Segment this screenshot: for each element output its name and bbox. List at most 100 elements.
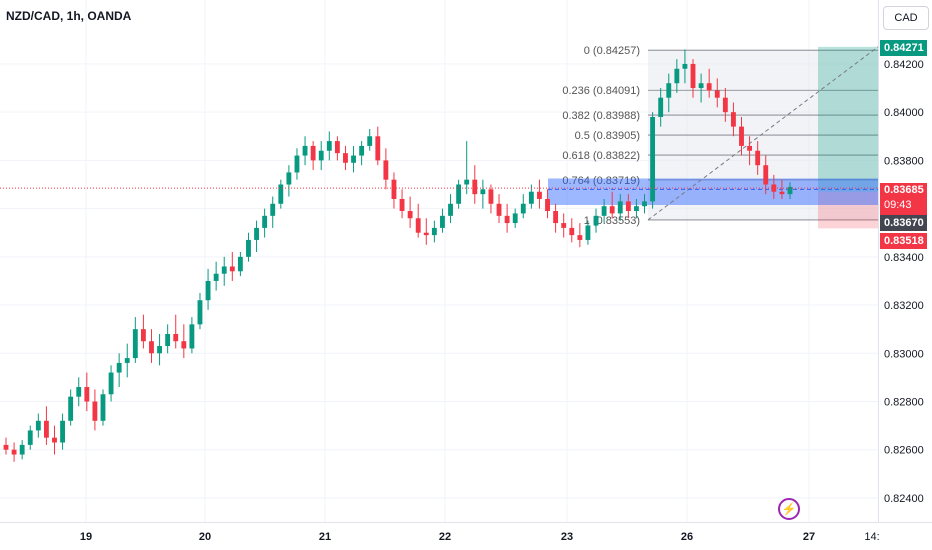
candle-body xyxy=(674,68,680,84)
candle-body xyxy=(124,358,130,363)
candle-body xyxy=(359,145,365,156)
candle-body xyxy=(11,449,17,455)
candle-body xyxy=(43,420,49,438)
candle-body xyxy=(351,155,356,163)
candle-body xyxy=(181,341,187,349)
symbol-title[interactable]: NZD/CAD, 1h, OANDA xyxy=(6,9,132,23)
time-axis-separator xyxy=(0,522,932,523)
price-axis-separator xyxy=(878,0,879,522)
candle-body xyxy=(294,155,300,173)
candle-body xyxy=(625,201,631,212)
current-price-badge: 0.83685 09:43 xyxy=(880,183,927,215)
candle-body xyxy=(262,215,268,228)
candle-body xyxy=(116,362,122,373)
candle-body xyxy=(577,235,583,240)
price-axis: 0.842000.840000.838000.836000.834000.832… xyxy=(884,59,924,505)
candle-body xyxy=(27,430,33,445)
candle-body xyxy=(472,179,478,195)
time-tick-label: 22 xyxy=(439,531,451,543)
candle-body xyxy=(480,189,486,195)
time-tick-label: 21 xyxy=(319,531,331,543)
entry-price-badge: 0.83670 xyxy=(880,215,927,231)
candle-body xyxy=(132,329,138,359)
candle-body xyxy=(593,215,599,226)
candle-body xyxy=(496,203,502,216)
candle-body xyxy=(84,387,90,402)
candle-body xyxy=(383,160,389,180)
candle-body xyxy=(456,184,462,204)
candle-body xyxy=(690,63,696,89)
candles xyxy=(3,49,793,462)
candle-body xyxy=(52,437,57,443)
candle-body xyxy=(205,280,211,301)
price-tick-label: 0.82600 xyxy=(884,445,924,457)
fib-level-label: 0.382 (0.83988) xyxy=(562,110,640,122)
candle-body xyxy=(367,136,373,146)
candle-body xyxy=(326,141,332,151)
candle-body xyxy=(157,346,162,354)
candle-body xyxy=(730,112,736,127)
candle-body xyxy=(714,90,720,98)
time-tick-label: 26 xyxy=(681,531,693,543)
candle-body xyxy=(246,239,251,257)
candle-body xyxy=(561,223,567,228)
candle-body xyxy=(755,150,761,166)
candle-body xyxy=(464,179,470,185)
candle-body xyxy=(747,145,753,151)
fib-level-label: 0.5 (0.83905) xyxy=(575,130,640,142)
candle-body xyxy=(698,83,704,89)
candle-body xyxy=(76,387,82,397)
candle-body xyxy=(92,401,98,421)
candle-body xyxy=(375,136,381,161)
candle-body xyxy=(537,191,542,199)
candle-body xyxy=(642,201,647,207)
candle-body xyxy=(448,203,453,216)
candle-body xyxy=(569,227,575,236)
candle-body xyxy=(221,266,227,274)
candle-body xyxy=(310,145,316,161)
candle-body xyxy=(682,63,688,69)
time-tick-label: 27 xyxy=(803,531,815,543)
supply-demand-zone xyxy=(548,178,878,205)
candle-body xyxy=(771,184,777,192)
time-tick-label: 23 xyxy=(561,531,573,543)
target-price-badge: 0.84271 xyxy=(880,40,927,56)
candle-body xyxy=(504,215,510,224)
candle-body xyxy=(213,273,219,281)
candle-body xyxy=(149,341,154,354)
price-tick-label: 0.84000 xyxy=(884,107,924,119)
candle-body xyxy=(763,165,769,185)
time-axis: 19 20 21 22 23 26 27 14: xyxy=(80,531,880,543)
candle-body xyxy=(407,211,413,219)
stop-price-badge: 0.83518 xyxy=(880,233,927,249)
candle-body xyxy=(229,266,235,272)
candle-body xyxy=(706,83,712,91)
price-tick-label: 0.83400 xyxy=(884,252,924,264)
candle-body xyxy=(302,145,308,156)
lightning-icon[interactable]: ⚡ xyxy=(778,498,800,520)
time-tick-label: 19 xyxy=(80,531,92,543)
candle-body xyxy=(545,198,550,212)
candle-body xyxy=(601,206,607,216)
trend-line xyxy=(647,46,879,221)
candle-body xyxy=(108,372,114,395)
candle-body xyxy=(779,191,785,195)
candle-body xyxy=(318,150,324,161)
candle-body xyxy=(140,329,146,342)
candle-body xyxy=(68,396,74,421)
candle-body xyxy=(585,225,591,240)
candle-body xyxy=(343,153,348,163)
price-tick-label: 0.83800 xyxy=(884,155,924,167)
time-tick-label: 14: xyxy=(864,531,879,543)
candle-body xyxy=(512,213,518,224)
grid xyxy=(0,0,878,522)
price-tick-label: 0.82400 xyxy=(884,493,924,505)
candle-body xyxy=(634,206,639,212)
candle-body xyxy=(35,420,41,431)
fib-level-label: 0.236 (0.84091) xyxy=(562,85,640,97)
current-price-label: 0.83685 xyxy=(884,184,924,196)
currency-button[interactable]: CAD xyxy=(883,6,929,30)
candle-body xyxy=(609,206,615,214)
candle-body xyxy=(173,333,179,342)
